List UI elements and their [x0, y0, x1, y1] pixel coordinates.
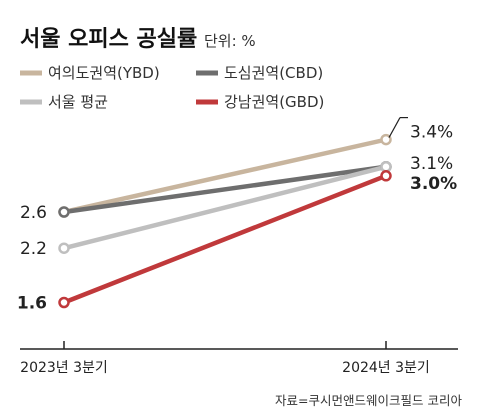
point-seoul-2	[380, 161, 392, 173]
x-tick-label-2: 2024년 3분기	[342, 360, 430, 376]
series-line-ybd	[61, 137, 389, 215]
legend-label-cbd: 도심권역(CBD)	[224, 64, 323, 82]
value-label-gbd-1: 1.6	[17, 294, 47, 314]
series-line-gbd	[61, 173, 389, 305]
value-label-cbd-2: 3.1%	[410, 154, 453, 174]
x-tick-label-1: 2023년 3분기	[20, 360, 108, 376]
value-label-ybd-2: 3.4%	[410, 123, 453, 143]
value-labels: 2.6 3.4% 3.1% 2.2 1.6 3.0%	[17, 116, 457, 314]
legend-label-ybd: 여의도권역(YBD)	[48, 64, 160, 82]
legend-label-seoul: 서울 평균	[48, 93, 108, 111]
point-seoul-1	[58, 242, 70, 254]
legend-label-gbd: 강남권역(GBD)	[224, 93, 324, 111]
value-label-seoul-1: 2.2	[20, 239, 47, 259]
point-cbd-1	[58, 206, 70, 218]
series-line-cbd	[61, 164, 389, 215]
source-note: 자료=쿠시먼앤드웨이크필드 코리아	[275, 393, 462, 408]
series-line-seoul	[61, 164, 389, 251]
point-gbd-2	[380, 170, 392, 182]
value-label-gbd-2: 3.0%	[410, 174, 457, 194]
leader-line-ybd	[388, 117, 401, 138]
legend: 여의도권역(YBD) 도심권역(CBD) 서울 평균 강남권역(GBD)	[20, 64, 324, 111]
series-points	[58, 133, 392, 309]
point-gbd-1	[58, 296, 70, 309]
chart-title: 서울 오피스 공실률	[20, 27, 197, 52]
value-label-ybd-1: 2.6	[20, 203, 47, 223]
series-lines	[61, 137, 389, 305]
point-ybd-2	[380, 133, 392, 146]
unit-label: 단위: %	[204, 32, 256, 50]
